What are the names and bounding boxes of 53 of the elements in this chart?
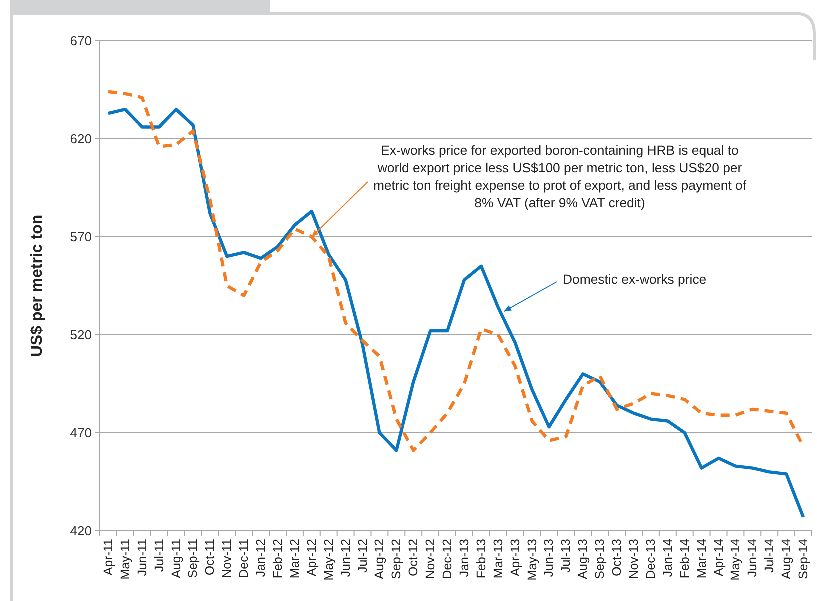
x-tick-label: Jun-13 — [542, 538, 556, 578]
x-tick-label: Jul-12 — [356, 538, 370, 574]
x-tick-label: Oct-12 — [406, 538, 421, 577]
y-tick-label: 570 — [70, 230, 92, 245]
x-tick-label: Nov-11 — [220, 538, 234, 578]
x-tick-label: May-11 — [118, 538, 132, 580]
y-tick-label: 670 — [70, 34, 92, 49]
x-tick-label: Mar-14 — [694, 538, 709, 579]
x-tick-label: Jun-11 — [135, 538, 150, 576]
line-series — [106, 90, 806, 452]
x-tick-label: Oct-11 — [203, 538, 218, 576]
x-tick-label: Jun-12 — [338, 538, 353, 578]
x-tick-label: Mar-13 — [491, 538, 506, 579]
y-tick-label: 520 — [70, 328, 92, 343]
x-tick-label: Jan-14 — [660, 538, 675, 578]
x-tick-label: May-12 — [322, 538, 336, 581]
x-tick-label: Dec-11 — [237, 538, 252, 578]
x-tick-label: Dec-12 — [440, 538, 455, 580]
x-tick-label: Nov-13 — [627, 538, 641, 580]
x-tick-label: Apr-14 — [712, 538, 726, 577]
x-tick-label: Nov-12 — [424, 538, 438, 580]
x-tick-label: Jul-14 — [762, 538, 777, 574]
y-tick-label: 420 — [70, 524, 92, 539]
annotation: Domestic ex-works price — [563, 272, 707, 287]
x-tick-label: Feb-13 — [474, 538, 488, 579]
x-tick-label: Mar-12 — [288, 538, 302, 579]
x-tick-label: Jan-13 — [457, 538, 472, 578]
x-tick-label: Apr-12 — [304, 538, 319, 577]
x-tick-label: Aug-11 — [169, 538, 184, 578]
x-tick-label: May-13 — [525, 538, 540, 581]
x-tick-label: Apr-11 — [101, 538, 116, 576]
x-tick-label: Sep-14 — [796, 538, 811, 580]
x-tick-label: Feb-12 — [271, 538, 285, 579]
x-tick-label: Aug-12 — [372, 538, 387, 580]
x-tick-label: Oct-13 — [610, 538, 624, 577]
y-tick-label: 470 — [70, 426, 92, 441]
x-tick-label: Aug-14 — [780, 538, 794, 580]
annotation: Ex-works price for exported boron-containing HRB is equal to world export price less US$100 per metric ton, less US$20 per metric ton freight expense to prot of export, and less payment of 8% VAT (after 9% VAT credit) — [373, 143, 747, 210]
x-tick-label: Dec-13 — [644, 538, 658, 580]
x-tick-label: Jul-11 — [152, 538, 166, 572]
x-tick-label: Sep-11 — [186, 538, 200, 578]
x-tick-label: Feb-14 — [678, 538, 692, 579]
x-tick-label: Jun-14 — [746, 538, 760, 578]
y-tick-label: 620 — [70, 132, 92, 147]
x-tick-label: Sep-12 — [390, 538, 404, 580]
x-tick-label: Jul-13 — [559, 538, 574, 574]
line-series — [106, 108, 806, 519]
x-tick-label: Apr-13 — [508, 538, 522, 577]
x-tick-label: May-14 — [728, 538, 743, 581]
x-tick-label: Jan-12 — [254, 538, 268, 578]
x-tick-label: Sep-13 — [593, 538, 608, 580]
y-axis-title: US$ per metric ton — [29, 214, 46, 358]
x-tick-label: Aug-13 — [576, 538, 590, 580]
